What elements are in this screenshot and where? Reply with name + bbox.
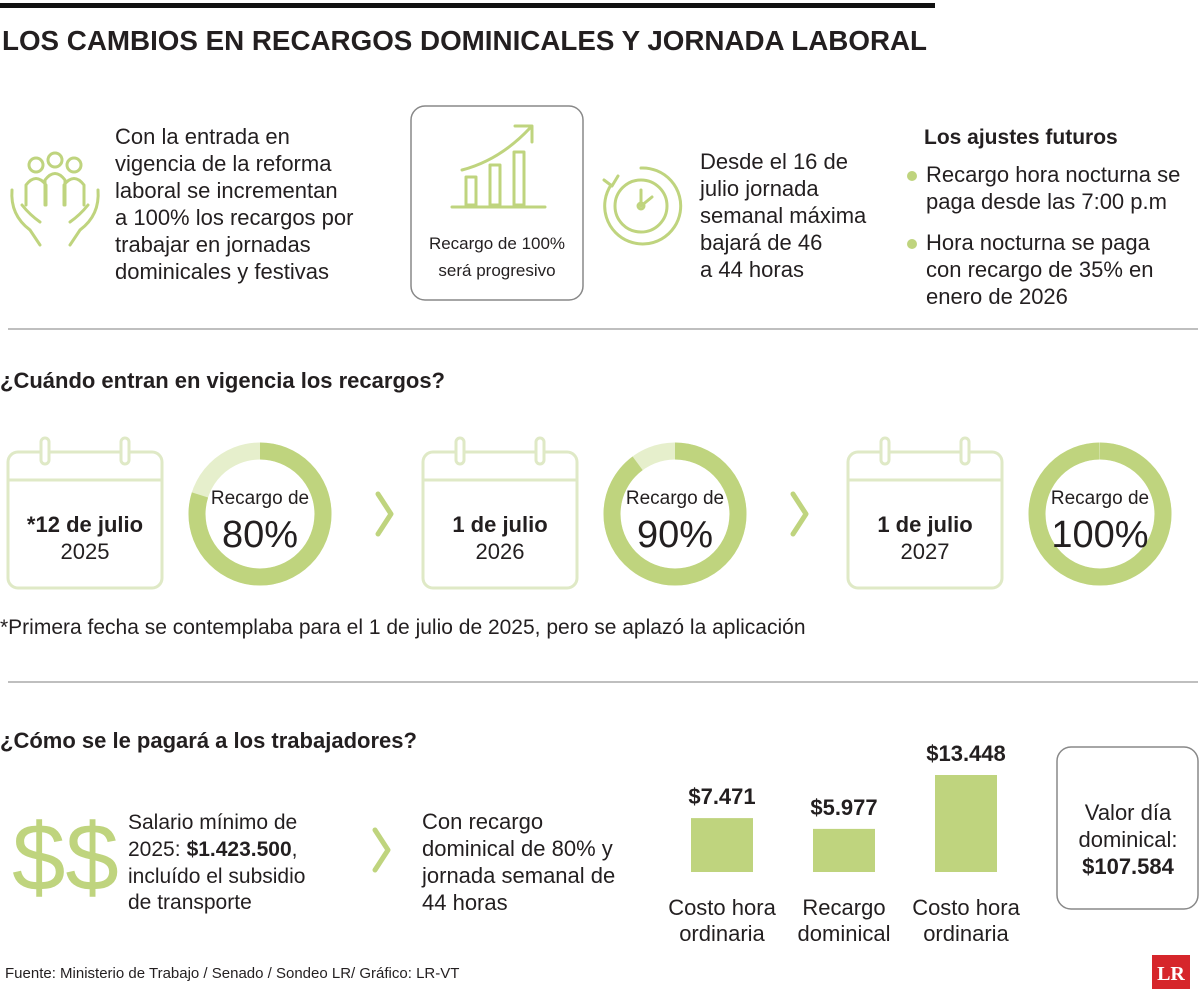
text-line: Con recargo: [422, 809, 543, 834]
text-line: Costo hora: [912, 895, 1020, 920]
salary-prefix: 2025:: [128, 838, 181, 861]
salary-line: incluído el subsidio: [128, 865, 305, 888]
text-line: con recargo de 35% en: [926, 257, 1154, 282]
text-line: Recargo: [802, 895, 885, 920]
salary-suffix: ,: [292, 838, 298, 861]
salary-line: 2025: $1.423.500,: [128, 838, 298, 861]
text-line: bajará de 46: [700, 230, 822, 255]
text-line: paga desde las 7:00 p.m: [926, 189, 1167, 214]
logo: LR: [1157, 963, 1185, 985]
day-value-line: $107.584: [1082, 854, 1175, 879]
calendar: [846, 450, 1004, 590]
text-line: a 100% los recargos por: [115, 205, 353, 230]
day-value-box: [1056, 746, 1199, 910]
future-adjustments: Los ajustes futuros Recargo hora nocturna…: [907, 126, 1180, 309]
text-line: a 44 horas: [700, 257, 804, 282]
footnote: *Primera fecha se contemplaba para el 1 …: [0, 616, 806, 639]
date: *12 de julio: [27, 512, 143, 537]
donut-label: Recargo de: [626, 488, 724, 509]
day-value-line: dominical:: [1078, 827, 1177, 852]
year: 2025: [61, 539, 110, 564]
section-title: ¿Cómo se le pagará a los trabajadores?: [0, 728, 417, 753]
year: 2026: [476, 539, 525, 564]
bullet: [907, 239, 917, 249]
logo-box: [1152, 955, 1190, 989]
people-hands-icon: [10, 151, 100, 247]
text-line: laboral se incrementan: [115, 178, 338, 203]
source: Fuente: Ministerio de Trabajo / Senado /…: [5, 965, 459, 982]
date: 1 de julio: [877, 512, 972, 537]
donut-arc: [603, 442, 747, 586]
donut-arc: [1028, 442, 1172, 586]
text-line: ordinaria: [923, 921, 1009, 946]
text-line: enero de 2026: [926, 284, 1068, 309]
text-line: jornada semanal de: [421, 863, 615, 888]
growth-chart-icon: [450, 124, 547, 209]
top-rule: [0, 3, 935, 8]
title: LOS CAMBIOS EN RECARGOS DOMINICALES Y JO…: [2, 25, 927, 56]
text-line: Con la entrada en: [115, 124, 290, 149]
text-line: Hora nocturna se paga: [926, 230, 1151, 255]
text-line: Desde el 16 de: [700, 149, 848, 174]
salary-line: Salario mínimo de: [128, 811, 297, 834]
clock-icon: [602, 166, 683, 246]
text-line: Recargo hora nocturna se: [926, 162, 1180, 187]
salary-amount: $1.423.500: [187, 838, 292, 861]
date: 1 de julio: [452, 512, 547, 537]
year: 2027: [901, 539, 950, 564]
bar: [935, 775, 997, 872]
calendar-ring: [119, 436, 131, 466]
bar: [691, 818, 753, 872]
future-title: Los ajustes futuros: [924, 126, 1118, 149]
bullet: [907, 171, 917, 181]
bar-value-label: $13.448: [926, 741, 1006, 766]
text-line: dominicales y festivas: [115, 259, 329, 284]
calendar-ring: [879, 436, 891, 466]
chevron: [790, 491, 809, 537]
salary-text: Salario mínimo de 2025: $1.423.500, inclu…: [128, 811, 305, 914]
donut-value: 100%: [1051, 514, 1148, 556]
bar: [813, 828, 875, 872]
donut-value: 90%: [637, 514, 713, 556]
donut-label: Recargo de: [1051, 488, 1149, 509]
calendar-ring: [39, 436, 51, 466]
chevron: [372, 827, 391, 873]
text-line: dominical de 80% y: [422, 836, 613, 861]
box-text: Recargo de 100% será progresivo: [429, 234, 565, 280]
text-line: julio jornada: [699, 176, 819, 201]
text-line: Costo hora: [668, 895, 776, 920]
text-line: será progresivo: [438, 261, 555, 280]
donut-value: 80%: [222, 514, 298, 556]
dollar-symbol: $$: [12, 804, 119, 911]
text-line: trabajar en jornadas: [115, 232, 311, 257]
text-line: semanal máxima: [700, 203, 867, 228]
chevron: [375, 491, 394, 537]
calendar-ring: [959, 436, 971, 466]
bar-value-label: $5.977: [810, 795, 877, 820]
text-line: ordinaria: [679, 921, 765, 946]
text-line: vigencia de la reforma: [115, 151, 332, 176]
bar-value-label: $7.471: [688, 784, 755, 809]
info-box: [410, 105, 584, 301]
text-line: Recargo de 100%: [429, 234, 565, 253]
day-value-line: Valor día: [1085, 800, 1172, 825]
calendar-ring: [454, 436, 466, 466]
section-title: ¿Cuándo entran en vigencia los recargos?: [0, 368, 445, 393]
calendar-ring: [534, 436, 546, 466]
donut-label: Recargo de: [211, 488, 309, 509]
calendar: [421, 450, 579, 590]
text-line: dominical: [798, 921, 891, 946]
donut-arc: [188, 442, 332, 586]
text-line: 44 horas: [422, 890, 508, 915]
calendar: [6, 450, 164, 590]
salary-line: de transporte: [128, 891, 252, 914]
